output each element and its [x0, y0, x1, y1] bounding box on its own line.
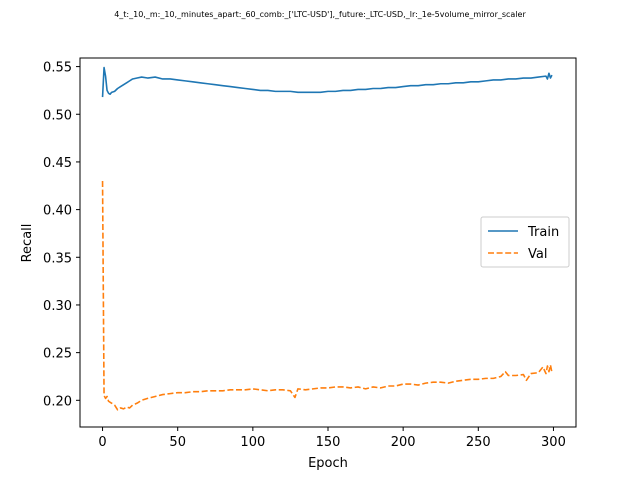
legend-box [480, 216, 570, 268]
x-tick-label: 250 [466, 435, 491, 450]
x-tick-label: 50 [169, 435, 186, 450]
y-tick-label: 0.20 [43, 394, 72, 409]
y-tick-label: 0.35 [43, 251, 72, 266]
y-tick-label: 0.30 [43, 299, 72, 314]
legend: Train Val [480, 216, 570, 268]
chart-title: 4_t:_10,_m:_10,_minutes_apart:_60_comb:_… [114, 10, 526, 19]
x-tick-label: 200 [391, 435, 416, 450]
y-tick-label: 0.40 [43, 204, 72, 219]
y-tick-label: 0.25 [43, 347, 72, 362]
plot-area: 0 50 100 150 200 250 300 0.200.250.300.350.400… [43, 57, 577, 450]
x-tick-label: 300 [541, 435, 566, 450]
y-axis-ticks: 0.20 0.25 0.30 0.35 0.40 0.45 0.50 0.55 [43, 61, 80, 409]
x-tick-label: 150 [316, 435, 341, 450]
series-line-train [101, 66, 553, 98]
y-tick-label: 0.50 [43, 108, 72, 123]
y-tick-label: 0.45 [43, 156, 72, 171]
legend-label-val: Val [528, 247, 547, 262]
series-line-val [101, 180, 553, 411]
x-axis-ticks: 0 50 100 150 200 250 300 [98, 427, 566, 450]
series-layer [101, 66, 553, 411]
x-tick-label: 0 [98, 435, 106, 450]
y-axis-label: Recall [20, 224, 35, 263]
y-tick-label: 0.55 [43, 61, 72, 76]
x-axis-label: Epoch [308, 456, 348, 471]
legend-label-train: Train [527, 225, 559, 240]
x-tick-label: 100 [240, 435, 265, 450]
